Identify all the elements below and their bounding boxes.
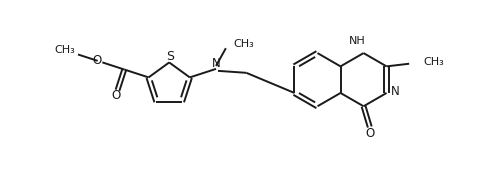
Text: CH₃: CH₃	[55, 45, 75, 55]
Text: N: N	[212, 57, 220, 70]
Text: N: N	[391, 85, 400, 98]
Text: CH₃: CH₃	[234, 39, 254, 49]
Text: O: O	[111, 89, 121, 102]
Text: S: S	[166, 50, 174, 63]
Text: NH: NH	[349, 36, 366, 46]
Text: O: O	[92, 54, 101, 67]
Text: O: O	[365, 127, 374, 140]
Text: CH₃: CH₃	[423, 57, 444, 67]
